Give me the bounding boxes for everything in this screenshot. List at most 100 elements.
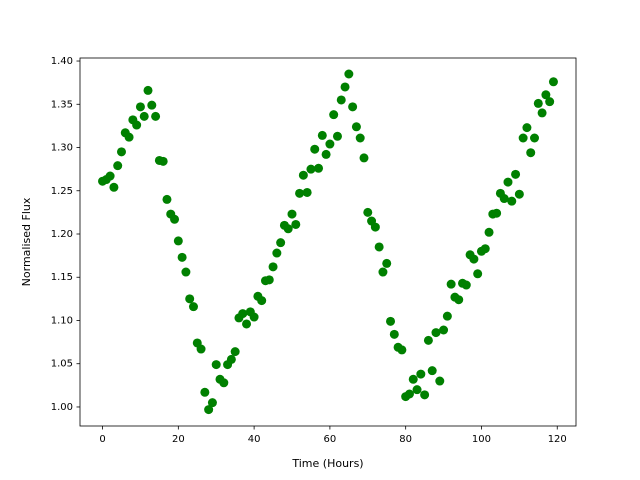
point (321, 149, 331, 159)
x-tick-label: 60 (324, 434, 337, 445)
point (291, 219, 301, 229)
point (530, 133, 540, 143)
y-axis-label: Normalised Flux (20, 197, 33, 286)
point (355, 133, 365, 143)
point (518, 133, 528, 143)
point (461, 280, 471, 290)
point (473, 269, 483, 279)
point (332, 131, 342, 141)
point (511, 169, 521, 179)
point (135, 102, 145, 112)
point (230, 347, 240, 357)
point (276, 238, 286, 248)
point (272, 248, 282, 258)
point (200, 387, 210, 397)
point (370, 222, 380, 232)
point (499, 194, 509, 204)
point (196, 344, 206, 354)
point (109, 182, 119, 192)
point (416, 369, 426, 379)
x-tick-label: 100 (472, 434, 491, 445)
point (533, 98, 543, 108)
point (257, 296, 267, 306)
point (492, 208, 502, 218)
point (204, 405, 214, 415)
point (132, 120, 142, 130)
y-tick-label: 1.05 (51, 359, 73, 370)
y-tick-label: 1.15 (51, 272, 73, 283)
y-tick-label: 1.25 (51, 186, 73, 197)
x-tick-label: 120 (548, 434, 567, 445)
point (298, 170, 308, 180)
point (378, 267, 388, 277)
point (348, 102, 358, 112)
point (151, 111, 161, 121)
point (211, 360, 221, 370)
point (158, 156, 168, 166)
point (105, 171, 115, 181)
point (295, 188, 305, 198)
y-tick-label: 1.30 (51, 143, 73, 154)
point (147, 100, 157, 110)
point (427, 366, 437, 376)
x-tick-label: 40 (248, 434, 261, 445)
point (363, 207, 373, 217)
x-axis-label: Time (Hours) (291, 457, 363, 470)
point (397, 345, 407, 355)
point (310, 144, 320, 154)
point (386, 316, 396, 326)
point (439, 325, 449, 335)
point (514, 189, 524, 199)
point (185, 294, 195, 304)
point (408, 374, 418, 384)
point (484, 227, 494, 237)
point (420, 390, 430, 400)
point (522, 123, 532, 133)
point (507, 196, 517, 206)
point (317, 130, 327, 140)
point (329, 110, 339, 120)
x-tick-label: 20 (172, 434, 185, 445)
point (442, 311, 452, 321)
point (351, 122, 361, 132)
point (170, 214, 180, 224)
point (548, 77, 558, 87)
point (181, 267, 191, 277)
point (264, 275, 274, 285)
point (404, 389, 414, 399)
point (537, 108, 547, 118)
point (454, 295, 464, 305)
point (359, 153, 369, 163)
point (431, 328, 441, 338)
point (226, 354, 236, 364)
point (526, 148, 536, 158)
point (314, 163, 324, 173)
point (435, 376, 445, 386)
point (116, 147, 126, 157)
point (446, 279, 456, 289)
point (389, 329, 399, 339)
point (503, 177, 513, 187)
point (382, 258, 392, 268)
point (207, 398, 217, 408)
point (283, 224, 293, 234)
y-tick-label: 1.35 (51, 99, 73, 110)
point (162, 194, 172, 204)
point (325, 139, 335, 149)
point (374, 242, 384, 252)
point (188, 302, 198, 312)
x-tick-label: 0 (99, 434, 105, 445)
point (139, 111, 149, 121)
point (541, 90, 551, 100)
y-tick-label: 1.10 (51, 315, 73, 326)
plot-frame (79, 57, 577, 427)
point (469, 254, 479, 264)
point (340, 82, 350, 92)
point (173, 236, 183, 246)
point (412, 385, 422, 395)
point (423, 335, 433, 345)
y-tick-label: 1.40 (51, 56, 73, 67)
point (268, 262, 278, 272)
point (545, 97, 555, 107)
